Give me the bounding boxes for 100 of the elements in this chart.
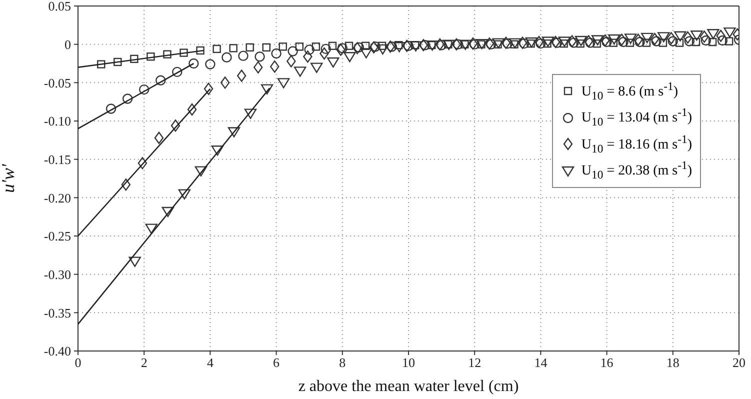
- y-tick-label: -0.15: [44, 152, 71, 167]
- point: [700, 30, 709, 43]
- legend-label: U$_{10}$ = 8.6 (m s$^{-1}$): [581, 79, 678, 104]
- point: [675, 38, 684, 47]
- legend-label: U$_{10}$ = 18.16 (m s$^{-1}$): [581, 132, 692, 158]
- point: [666, 32, 676, 44]
- point: [690, 30, 703, 41]
- point: [459, 40, 472, 50]
- point: [352, 42, 362, 54]
- point: [608, 34, 620, 45]
- point: [320, 44, 331, 54]
- point: [717, 35, 728, 46]
- x-tick-label: 20: [732, 355, 746, 370]
- point: [716, 30, 726, 42]
- point: [278, 42, 288, 51]
- point: [418, 39, 428, 52]
- point: [194, 166, 208, 176]
- point: [145, 224, 158, 234]
- point: [187, 103, 197, 116]
- point: [327, 57, 340, 68]
- point: [683, 31, 692, 44]
- point: [146, 52, 155, 61]
- point: [156, 75, 166, 86]
- point: [295, 42, 304, 51]
- point: [337, 43, 348, 54]
- point: [360, 48, 372, 58]
- point: [585, 38, 596, 48]
- point: [246, 43, 254, 52]
- point: [420, 40, 430, 50]
- point: [641, 32, 654, 44]
- point: [188, 58, 199, 69]
- point: [558, 36, 571, 47]
- point: [294, 66, 306, 77]
- point: [128, 256, 141, 267]
- point: [122, 94, 133, 104]
- point: [403, 40, 414, 51]
- point: [310, 62, 323, 73]
- point: [567, 35, 577, 48]
- point: [376, 44, 389, 55]
- point: [97, 60, 106, 68]
- point: [254, 61, 263, 74]
- y-axis-title: u'w': [0, 163, 18, 193]
- point: [692, 38, 700, 46]
- point: [328, 42, 337, 50]
- point: [237, 70, 246, 82]
- point: [534, 36, 544, 48]
- legend-label: U$_{10}$ = 20.38 (m s$^{-1}$): [581, 158, 692, 184]
- point: [228, 127, 240, 138]
- point: [163, 50, 172, 58]
- x-tick-label: 10: [402, 355, 415, 370]
- point: [508, 38, 522, 48]
- point: [574, 36, 588, 46]
- point: [394, 41, 403, 50]
- point: [492, 38, 504, 48]
- point: [211, 146, 224, 156]
- point: [288, 46, 298, 56]
- point: [370, 42, 381, 52]
- point: [369, 41, 378, 54]
- point: [436, 40, 447, 50]
- point: [205, 59, 216, 70]
- y-tick-label: 0.05: [48, 0, 71, 14]
- point: [172, 66, 182, 78]
- point: [262, 43, 270, 52]
- x-tick-label: 12: [468, 355, 482, 370]
- point: [344, 42, 354, 50]
- x-tick-label: 18: [666, 355, 680, 370]
- point: [312, 42, 320, 51]
- point: [286, 55, 296, 68]
- point: [600, 34, 610, 47]
- point: [634, 34, 643, 46]
- point: [568, 38, 579, 48]
- point: [244, 108, 257, 119]
- x-tick-label: 16: [600, 355, 614, 370]
- point: [130, 54, 138, 63]
- point: [303, 50, 312, 63]
- point: [277, 78, 290, 88]
- point: [651, 36, 662, 46]
- point: [658, 38, 668, 47]
- y-tick-label: 0: [64, 36, 71, 52]
- point: [624, 34, 637, 44]
- point: [591, 35, 604, 46]
- point: [618, 36, 628, 48]
- point: [707, 29, 720, 40]
- x-tick-label: 14: [534, 355, 548, 370]
- point: [271, 48, 282, 59]
- point: [260, 84, 274, 94]
- point: [162, 206, 174, 218]
- point: [138, 157, 148, 170]
- point: [476, 38, 488, 50]
- point: [121, 178, 131, 191]
- point: [354, 42, 364, 52]
- x-tick-label: 2: [140, 355, 148, 370]
- point: [617, 34, 626, 46]
- point: [402, 40, 412, 52]
- point: [684, 36, 695, 46]
- point: [178, 189, 191, 200]
- point: [204, 82, 214, 95]
- point: [304, 44, 314, 55]
- point: [724, 27, 736, 38]
- point: [154, 132, 164, 144]
